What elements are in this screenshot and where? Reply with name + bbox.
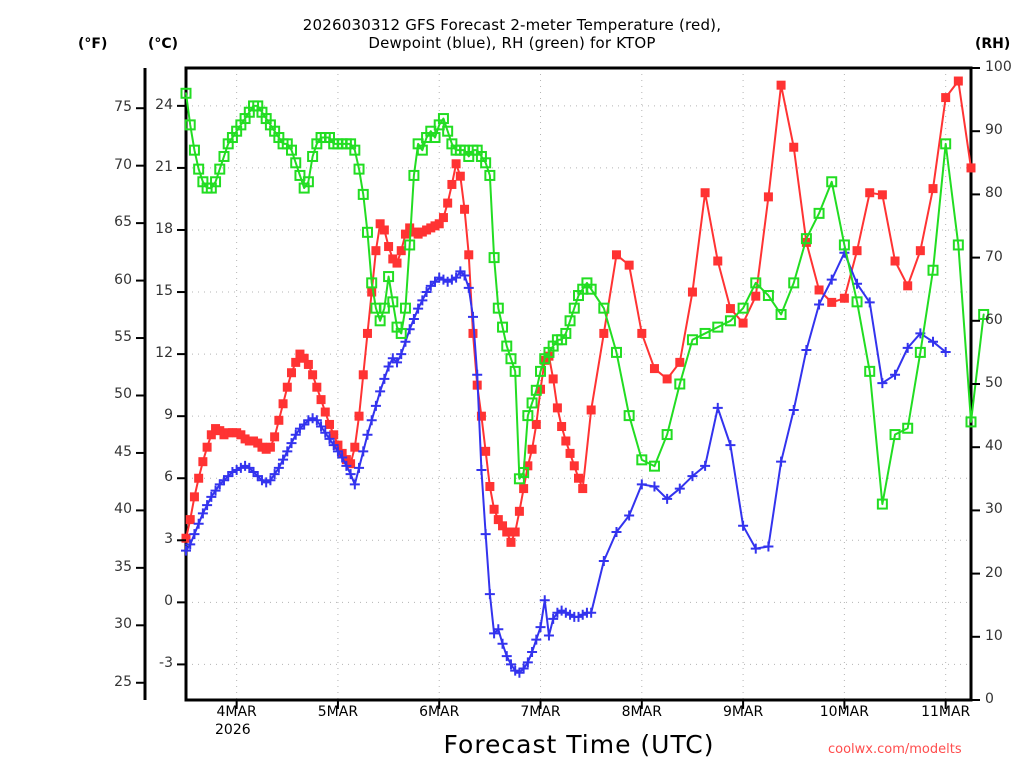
fahrenheit-tick-25: 25 (114, 673, 132, 690)
fahrenheit-tick-40: 40 (114, 501, 132, 518)
celsius-tick-21: 21 (155, 158, 173, 175)
x-tick-9mar: 9MAR (722, 704, 764, 720)
fahrenheit-tick-45: 45 (114, 443, 132, 460)
rh-tick-100: 100 (985, 59, 1012, 75)
x-tick-8mar: 8MAR (621, 704, 662, 720)
series-dewpoint (181, 247, 951, 678)
celsius-tick-6: 6 (164, 469, 173, 486)
x-tick-11mar: 11MAR (921, 704, 971, 720)
celsius-tick-0: 0 (164, 593, 173, 610)
fahrenheit-tick-35: 35 (114, 558, 132, 575)
rh-tick-60: 60 (985, 311, 1003, 328)
celsius-tick-9: 9 (164, 407, 173, 424)
rh-tick-30: 30 (985, 501, 1003, 518)
rh-tick-90: 90 (985, 122, 1003, 139)
chart-title: 2026030312 GFS Forecast 2-meter Temperat… (0, 16, 1024, 52)
grid-lines (186, 68, 971, 700)
chart-title-line2: Dewpoint (blue), RH (green) for KTOP (368, 34, 656, 52)
fahrenheit-tick-50: 50 (114, 386, 132, 403)
right-axis-rh-header: (RH) (975, 36, 1011, 52)
celsius-tick-12: 12 (155, 345, 173, 362)
x-tick-7mar: 7MAR (520, 704, 561, 720)
fahrenheit-tick-65: 65 (114, 214, 132, 231)
watermark-credit: coolwx.com/modelts (828, 742, 962, 757)
fahrenheit-tick-55: 55 (114, 329, 132, 346)
series-relative-humidity (180, 87, 990, 510)
celsius-tick-15: 15 (155, 283, 173, 300)
fahrenheit-tick-60: 60 (114, 271, 132, 288)
celsius-tick-24: 24 (155, 96, 173, 113)
chart-title-line1: 2026030312 GFS Forecast 2-meter Temperat… (302, 16, 722, 34)
rh-tick-50: 50 (985, 375, 1003, 391)
axis-spines (136, 67, 980, 709)
left-axis-celsius-header: (°C) (148, 36, 179, 52)
fahrenheit-tick-70: 70 (114, 156, 132, 173)
plot-frame (184, 66, 973, 702)
rh-tick-40: 40 (985, 438, 1003, 455)
rh-tick-20: 20 (985, 564, 1003, 581)
x-axis-title: Forecast Time (UTC) (443, 730, 715, 759)
celsius-tick-3: 3 (164, 531, 173, 548)
rh-tick-0: 0 (985, 691, 994, 707)
x-tick-10mar: 10MAR (819, 704, 869, 720)
celsius-tick-18: 18 (155, 220, 173, 237)
x-axis-year-label: 2026 (215, 722, 251, 738)
left-axis-fahrenheit-header: (°F) (78, 36, 108, 52)
x-tick-5mar: 5MAR (317, 704, 359, 720)
celsius-tick--3: -3 (159, 655, 173, 672)
fahrenheit-tick-30: 30 (114, 616, 132, 633)
x-tick-4mar: 4MAR (216, 704, 257, 720)
rh-tick-70: 70 (985, 248, 1003, 265)
rh-tick-10: 10 (985, 627, 1003, 644)
rh-tick-80: 80 (985, 185, 1003, 202)
x-tick-6mar: 6MAR (419, 704, 460, 720)
fahrenheit-tick-75: 75 (114, 99, 132, 116)
